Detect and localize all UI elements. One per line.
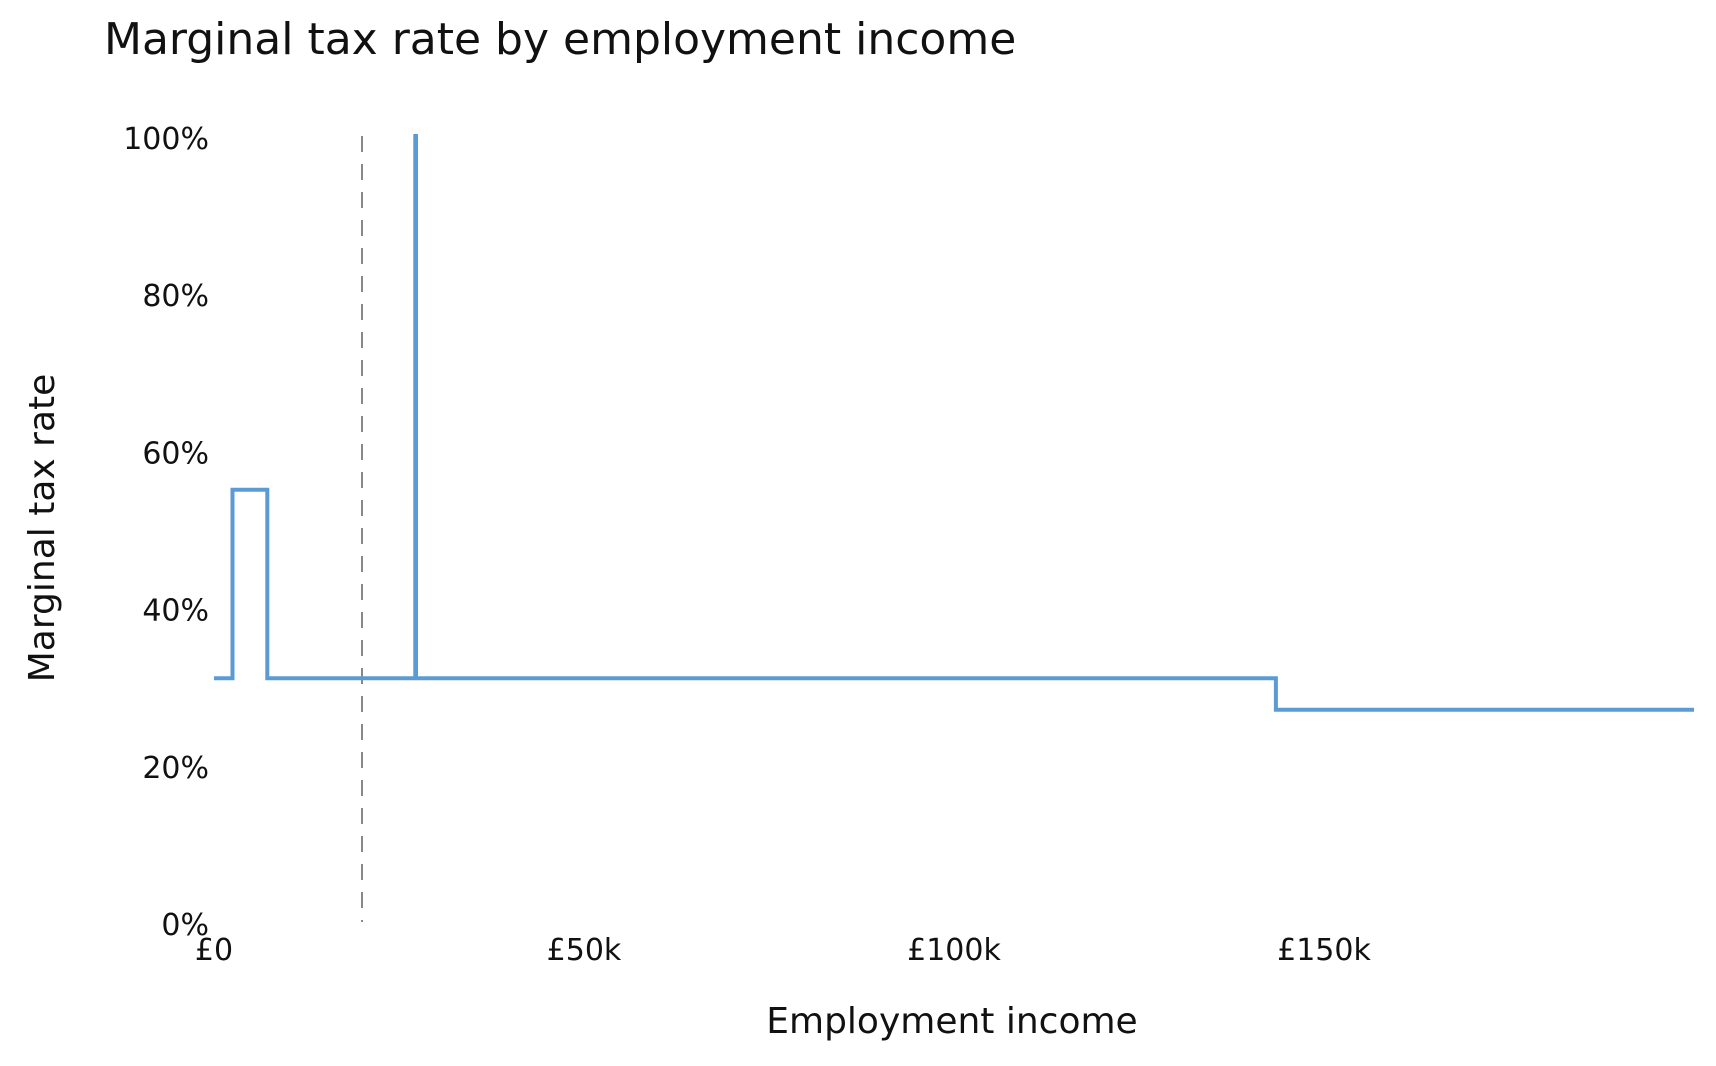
y-tick-label: 100%: [123, 122, 209, 157]
y-tick-label: 80%: [142, 279, 209, 314]
y-axis-ticks: 0% 20% 40% 60% 80% 100%: [123, 122, 209, 943]
y-tick-label: 20%: [142, 751, 209, 786]
series-line: [214, 134, 1694, 712]
series-layer: [214, 134, 1694, 712]
x-tick-label: £150k: [1277, 933, 1371, 968]
y-tick-label: 60%: [142, 436, 209, 471]
y-axis-label: Marginal tax rate: [22, 374, 63, 683]
x-tick-label: £0: [195, 933, 233, 968]
y-tick-label: 40%: [142, 594, 209, 629]
x-tick-label: £100k: [907, 933, 1001, 968]
x-tick-label: £50k: [547, 933, 622, 968]
x-axis-ticks: £0 £50k £100k £150k: [195, 933, 1372, 968]
y-tick-label: 0%: [161, 908, 209, 943]
x-axis-label: Employment income: [766, 1001, 1137, 1042]
chart-title: Marginal tax rate by employment income: [104, 14, 1017, 65]
